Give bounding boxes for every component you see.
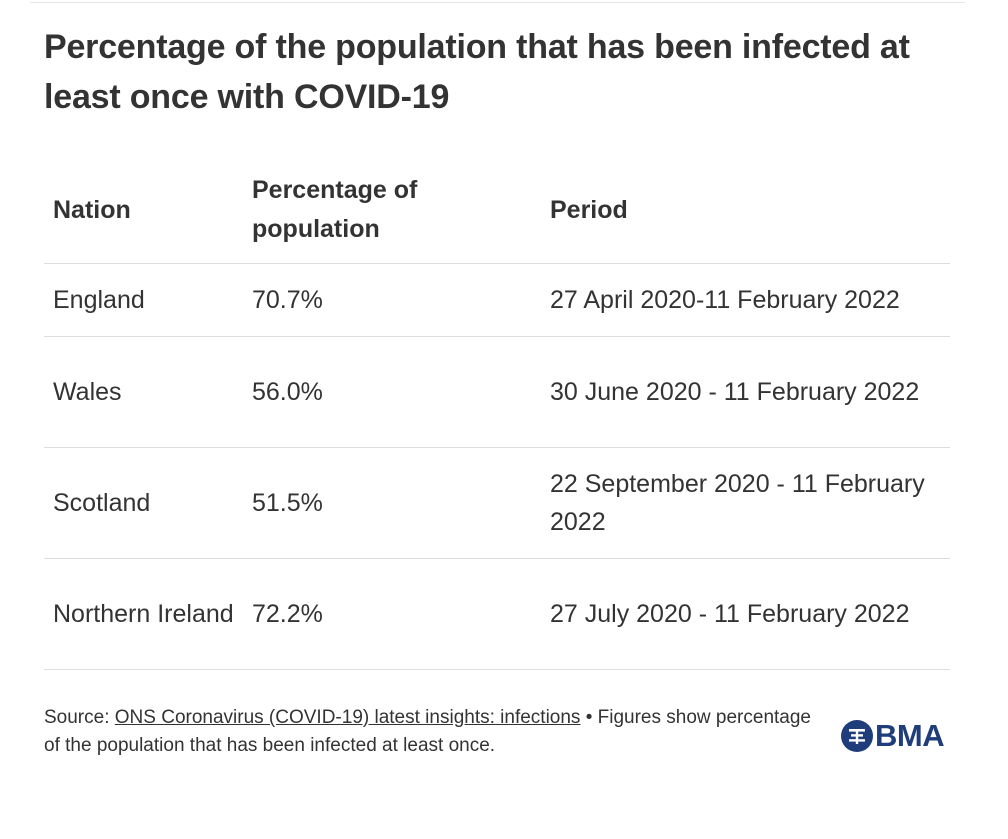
nation-cell: Northern Ireland [44,558,243,670]
table-header-row: Nation Percentage of population Period [44,157,950,264]
source-prefix: Source: [44,707,115,728]
source-description: • Figures show percentage of the populat… [44,707,811,756]
period-cell: 30 June 2020 - 11 February 2022 [541,336,950,448]
page-title: Percentage of the population that has be… [44,28,910,116]
period-cell: 22 September 2020 - 11 February 2022 [541,447,950,559]
column-header-nation: Nation [44,157,243,264]
percentage-cell: 72.2% [243,558,541,670]
top-divider [30,2,965,3]
bma-logo-text: BMA [875,718,945,753]
bma-emblem-icon [841,720,873,752]
table-row: Northern Ireland 72.2% 27 July 2020 - 11… [44,558,950,670]
nation-cell: Scotland [44,447,243,559]
period-cell: 27 July 2020 - 11 February 2022 [541,558,950,670]
period-cell: 27 April 2020-11 February 2022 [541,263,950,337]
percentage-cell: 70.7% [243,263,541,337]
percentage-cell: 56.0% [243,336,541,448]
source-note: Source: ONS Coronavirus (COVID-19) lates… [44,704,824,760]
percentage-cell: 51.5% [243,447,541,559]
table-row: Scotland 51.5% 22 September 2020 - 11 Fe… [44,447,950,559]
nation-cell: Wales [44,336,243,448]
column-header-period: Period [541,157,950,264]
source-link[interactable]: ONS Coronavirus (COVID-19) latest insigh… [114,707,581,728]
data-table: Nation Percentage of population Period E… [44,157,950,670]
nation-cell: England [44,263,243,337]
table-row: England 70.7% 27 April 2020-11 February … [44,263,950,337]
column-header-percentage: Percentage of population [243,157,541,264]
bma-logo: BMA [841,718,945,754]
table-row: Wales 56.0% 30 June 2020 - 11 February 2… [44,336,950,448]
